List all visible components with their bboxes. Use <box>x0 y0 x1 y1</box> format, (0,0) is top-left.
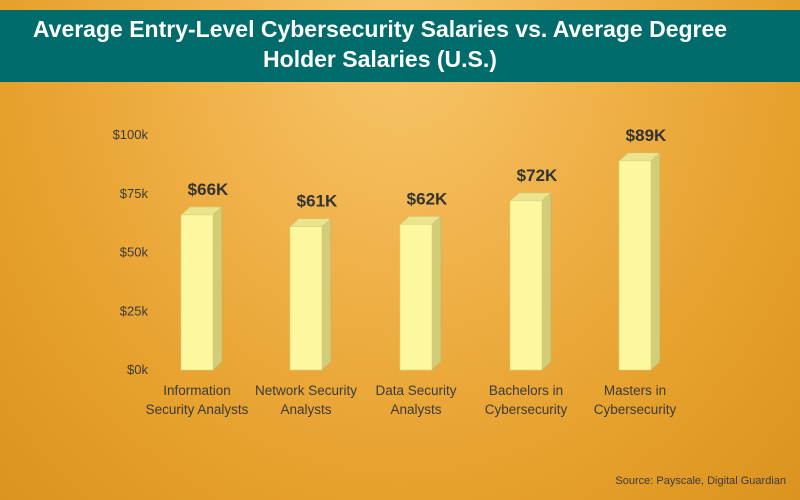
bar-side <box>212 206 223 371</box>
data-label: $61K <box>297 192 338 211</box>
category-label: Analysts <box>280 402 331 417</box>
bar <box>509 200 543 371</box>
y-tick-label: $100k <box>113 127 149 142</box>
bar <box>180 214 214 371</box>
bar-side <box>650 152 661 371</box>
bar <box>399 224 433 371</box>
bar-side <box>321 217 332 371</box>
category-label: Security Analysts <box>146 402 249 417</box>
category-label: Data Security <box>375 383 456 398</box>
y-tick-label: $75k <box>120 186 149 201</box>
bar-side <box>541 192 552 371</box>
category-label: Cybersecurity <box>594 402 677 417</box>
category-label: Bachelors in <box>489 383 563 398</box>
category-label: Masters in <box>604 383 666 398</box>
source-note: Source: Payscale, Digital Guardian <box>615 475 786 487</box>
title-bar <box>0 10 800 82</box>
bar-side <box>431 215 442 371</box>
data-label: $72K <box>517 166 558 185</box>
category-label: Network Security <box>255 383 357 398</box>
category-label: Cybersecurity <box>485 402 568 417</box>
chart-title: Average Entry-Level Cybersecurity Salari… <box>32 16 728 72</box>
y-tick-label: $50k <box>120 245 149 260</box>
y-tick-label: $0k <box>127 362 148 377</box>
category-label: Analysts <box>390 402 441 417</box>
category-label: Information <box>163 383 231 398</box>
data-label: $89K <box>626 126 667 145</box>
data-label: $66K <box>188 180 229 199</box>
bar <box>289 226 323 371</box>
data-label: $62K <box>407 189 448 208</box>
bar <box>618 160 652 371</box>
y-tick-label: $25k <box>120 303 149 318</box>
